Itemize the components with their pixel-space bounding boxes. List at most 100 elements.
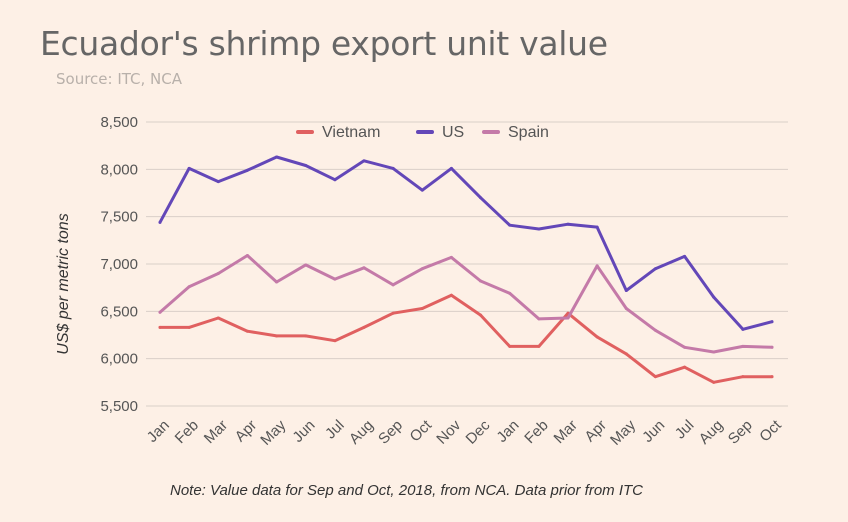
chart-title: Ecuador's shrimp export unit value — [40, 24, 608, 63]
data-point — [653, 375, 657, 379]
data-point — [508, 223, 512, 227]
x-tick-label: Mar — [201, 417, 231, 447]
series-line-vietnam — [158, 293, 774, 384]
data-point — [566, 222, 570, 226]
data-point — [449, 293, 453, 297]
data-point — [333, 339, 337, 343]
x-tick-label: Jan — [493, 417, 522, 446]
x-tick-label: Feb — [521, 417, 551, 447]
data-point — [712, 380, 716, 384]
data-point — [158, 220, 162, 224]
data-point — [391, 311, 395, 315]
data-point — [595, 335, 599, 339]
data-point — [158, 325, 162, 329]
x-tick-label: Jun — [639, 417, 668, 446]
data-point — [391, 283, 395, 287]
x-tick-label: Mar — [551, 417, 581, 447]
y-tick-label: 5,500 — [100, 398, 138, 415]
data-point — [479, 279, 483, 283]
data-point — [537, 344, 541, 348]
data-point — [566, 316, 570, 320]
data-point — [683, 254, 687, 258]
data-point — [216, 180, 220, 184]
data-point — [391, 166, 395, 170]
data-point — [333, 277, 337, 281]
data-point — [741, 327, 745, 331]
data-point — [187, 325, 191, 329]
data-point — [624, 352, 628, 356]
y-tick-label: 6,000 — [100, 351, 138, 368]
y-tick-label: 8,000 — [100, 161, 138, 178]
data-point — [216, 316, 220, 320]
data-point — [653, 267, 657, 271]
data-point — [275, 280, 279, 284]
data-point — [187, 166, 191, 170]
data-point — [653, 328, 657, 332]
data-point — [275, 155, 279, 159]
data-point — [304, 164, 308, 168]
data-point — [187, 285, 191, 289]
x-tick-label: Jul — [672, 417, 698, 443]
data-point — [245, 253, 249, 257]
data-point — [362, 159, 366, 163]
data-point — [420, 306, 424, 310]
data-point — [595, 225, 599, 229]
x-tick-label: Aug — [346, 417, 377, 448]
x-tick-label: May — [607, 416, 639, 448]
data-point — [624, 289, 628, 293]
data-point — [741, 375, 745, 379]
x-tick-label: Oct — [756, 416, 785, 445]
x-tick-label: Feb — [172, 417, 202, 447]
data-point — [508, 344, 512, 348]
data-point — [537, 227, 541, 231]
x-tick-label: Nov — [433, 416, 464, 447]
x-tick-label: Jul — [322, 417, 348, 443]
x-tick-label: May — [257, 416, 289, 448]
y-tick-label: 6,500 — [100, 303, 138, 320]
chart-note: Note: Value data for Sep and Oct, 2018, … — [170, 482, 643, 499]
data-point — [479, 196, 483, 200]
x-tick-label: Jan — [144, 417, 173, 446]
x-tick-label: Oct — [407, 416, 436, 445]
data-point — [362, 266, 366, 270]
data-point — [770, 345, 774, 349]
data-point — [712, 350, 716, 354]
legend-label: Spain — [508, 124, 549, 141]
data-point — [420, 188, 424, 192]
y-tick-label: 8,500 — [100, 114, 138, 131]
x-tick-label: Sep — [375, 417, 406, 448]
data-point — [741, 344, 745, 348]
x-tick-label: Aug — [696, 417, 727, 448]
data-point — [624, 306, 628, 310]
data-point — [537, 317, 541, 321]
data-point — [449, 255, 453, 259]
legend-label: Vietnam — [322, 124, 380, 141]
data-point — [479, 313, 483, 317]
data-point — [712, 295, 716, 299]
data-point — [449, 166, 453, 170]
data-point — [304, 263, 308, 267]
x-tick-label: Apr — [232, 417, 261, 446]
x-tick-label: Dec — [463, 416, 494, 447]
data-point — [683, 345, 687, 349]
x-tick-label: Sep — [725, 417, 756, 448]
data-point — [508, 291, 512, 295]
data-point — [304, 334, 308, 338]
series-line-spain — [158, 254, 774, 354]
data-point — [333, 178, 337, 182]
series-line-us — [158, 155, 774, 331]
data-point — [683, 365, 687, 369]
y-tick-label: 7,500 — [100, 209, 138, 226]
data-point — [245, 168, 249, 172]
legend-label: US — [442, 124, 464, 141]
data-point — [245, 329, 249, 333]
chart-subtitle: Source: ITC, NCA — [56, 70, 183, 88]
data-point — [770, 320, 774, 324]
data-point — [216, 271, 220, 275]
data-point — [770, 375, 774, 379]
data-point — [595, 264, 599, 268]
x-tick-label: Apr — [581, 417, 610, 446]
data-point — [420, 267, 424, 271]
data-point — [362, 325, 366, 329]
